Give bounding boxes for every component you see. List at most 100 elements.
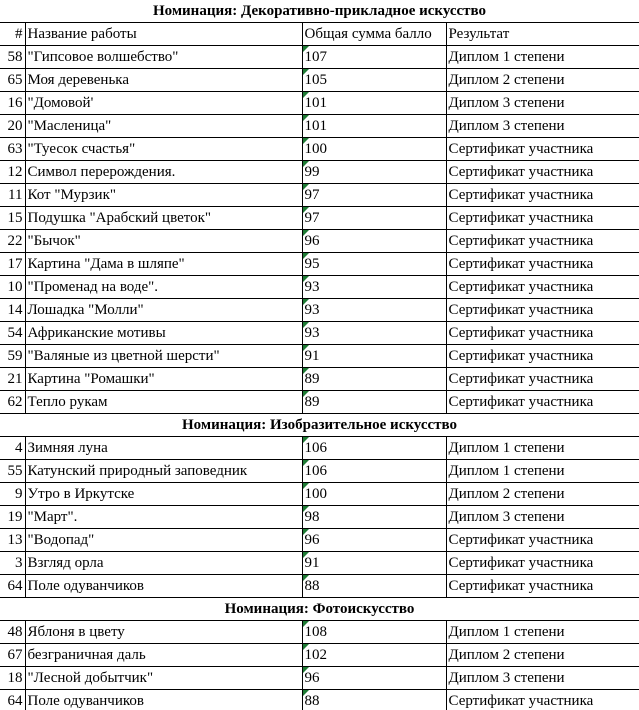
score: 93 xyxy=(301,298,447,322)
score: 89 xyxy=(301,367,447,391)
section-title: Номинация: Декоративно-прикладное искусс… xyxy=(0,0,639,23)
row-number: 65 xyxy=(0,68,26,92)
score: 97 xyxy=(301,183,447,207)
score: 101 xyxy=(301,114,447,138)
work-name: "Променад на воде". xyxy=(24,275,303,299)
data-row: 18 "Лесной добытчик" 96 Диплом 3 степени xyxy=(0,666,639,690)
score: 106 xyxy=(301,436,447,460)
work-name: Катунский природный заповедник xyxy=(24,459,303,483)
result: Диплом 1 степени xyxy=(445,620,639,644)
result: Диплом 1 степени xyxy=(445,436,639,460)
result: Сертификат участника xyxy=(445,344,639,368)
work-name: Моя деревенька xyxy=(24,68,303,92)
data-row: 64 Поле одуванчиков 88 Сертификат участника xyxy=(0,689,639,710)
data-row: 17 Картина "Дама в шляпе" 95 Сертификат уча… xyxy=(0,252,639,276)
row-number: 48 xyxy=(0,620,26,644)
score: 88 xyxy=(301,574,447,598)
result: Сертификат участника xyxy=(445,390,639,414)
work-name: Картина "Ромашки" xyxy=(24,367,303,391)
section-title: Номинация: Фотоискусство xyxy=(0,597,639,621)
row-number: 19 xyxy=(0,505,26,529)
result: Сертификат участника xyxy=(445,367,639,391)
work-name: "Масленица" xyxy=(24,114,303,138)
score: 102 xyxy=(301,643,447,667)
result: Сертификат участника xyxy=(445,321,639,345)
score: 106 xyxy=(301,459,447,483)
result: Сертификат участника xyxy=(445,137,639,161)
score: 91 xyxy=(301,551,447,575)
data-row: 4 Зимняя луна 106 Диплом 1 степени xyxy=(0,436,639,460)
data-row: 67 безграничная даль 102 Диплом 2 степени xyxy=(0,643,639,667)
work-name: Поле одуванчиков xyxy=(24,574,303,598)
section-row: Номинация: Изобразительное искусство xyxy=(0,413,639,437)
work-name: безграничная даль xyxy=(24,643,303,667)
work-name: "Туесок счастья" xyxy=(24,137,303,161)
score: 99 xyxy=(301,160,447,184)
row-number: 55 xyxy=(0,459,26,483)
data-row: 16 "Домовой' 101 Диплом 3 степени xyxy=(0,91,639,115)
score: 89 xyxy=(301,390,447,414)
data-row: 10 "Променад на воде". 93 Сертификат участн… xyxy=(0,275,639,299)
result: Сертификат участника xyxy=(445,252,639,276)
data-row: 55 Катунский природный заповедник 106 Дипло… xyxy=(0,459,639,483)
data-row: 9 Утро в Иркутске 100 Диплом 2 степени xyxy=(0,482,639,506)
score: 96 xyxy=(301,528,447,552)
row-number: 62 xyxy=(0,390,26,414)
score: 105 xyxy=(301,68,447,92)
result: Сертификат участника xyxy=(445,275,639,299)
score: 98 xyxy=(301,505,447,529)
data-row: 63 "Туесок счастья" 100 Сертификат участник… xyxy=(0,137,639,161)
score: 91 xyxy=(301,344,447,368)
header-cell: Результат xyxy=(445,22,639,46)
data-row: 3 Взгляд орла 91 Сертификат участника xyxy=(0,551,639,575)
work-name: Тепло рукам xyxy=(24,390,303,414)
score: 97 xyxy=(301,206,447,230)
work-name: Символ перерождения. xyxy=(24,160,303,184)
section-row: Номинация: Фотоискусство xyxy=(0,597,639,621)
data-row: 65 Моя деревенька 105 Диплом 2 степени xyxy=(0,68,639,92)
result: Диплом 1 степени xyxy=(445,459,639,483)
row-number: 16 xyxy=(0,91,26,115)
row-number: 17 xyxy=(0,252,26,276)
score: 107 xyxy=(301,45,447,69)
section-row: Номинация: Декоративно-прикладное искусс… xyxy=(0,0,639,23)
row-number: 64 xyxy=(0,574,26,598)
result: Сертификат участника xyxy=(445,551,639,575)
work-name: "Лесной добытчик" xyxy=(24,666,303,690)
data-row: 54 Африканские мотивы 93 Сертификат участни… xyxy=(0,321,639,345)
work-name: Яблоня в цвету xyxy=(24,620,303,644)
score: 93 xyxy=(301,275,447,299)
row-number: 22 xyxy=(0,229,26,253)
row-number: 59 xyxy=(0,344,26,368)
score: 100 xyxy=(301,137,447,161)
work-name: "Водопад" xyxy=(24,528,303,552)
result: Сертификат участника xyxy=(445,229,639,253)
work-name: Лошадка "Молли" xyxy=(24,298,303,322)
result: Сертификат участника xyxy=(445,574,639,598)
result: Сертификат участника xyxy=(445,298,639,322)
row-number: 14 xyxy=(0,298,26,322)
row-number: 21 xyxy=(0,367,26,391)
work-name: "Валяные из цветной шерсти" xyxy=(24,344,303,368)
result: Диплом 1 степени xyxy=(445,45,639,69)
row-number: 12 xyxy=(0,160,26,184)
header-row: # Название работы Общая сумма балло Результ… xyxy=(0,22,639,46)
score: 88 xyxy=(301,689,447,710)
score: 108 xyxy=(301,620,447,644)
row-number: 11 xyxy=(0,183,26,207)
data-row: 21 Картина "Ромашки" 89 Сертификат участник… xyxy=(0,367,639,391)
row-number: 9 xyxy=(0,482,26,506)
data-row: 64 Поле одуванчиков 88 Сертификат участника xyxy=(0,574,639,598)
data-row: 48 Яблоня в цвету 108 Диплом 1 степени xyxy=(0,620,639,644)
work-name: Картина "Дама в шляпе" xyxy=(24,252,303,276)
result: Сертификат участника xyxy=(445,160,639,184)
row-number: 63 xyxy=(0,137,26,161)
score: 96 xyxy=(301,666,447,690)
score: 93 xyxy=(301,321,447,345)
result: Диплом 3 степени xyxy=(445,505,639,529)
result: Диплом 3 степени xyxy=(445,666,639,690)
data-row: 59 "Валяные из цветной шерсти" 91 Сертифика… xyxy=(0,344,639,368)
work-name: Подушка "Арабский цветок" xyxy=(24,206,303,230)
